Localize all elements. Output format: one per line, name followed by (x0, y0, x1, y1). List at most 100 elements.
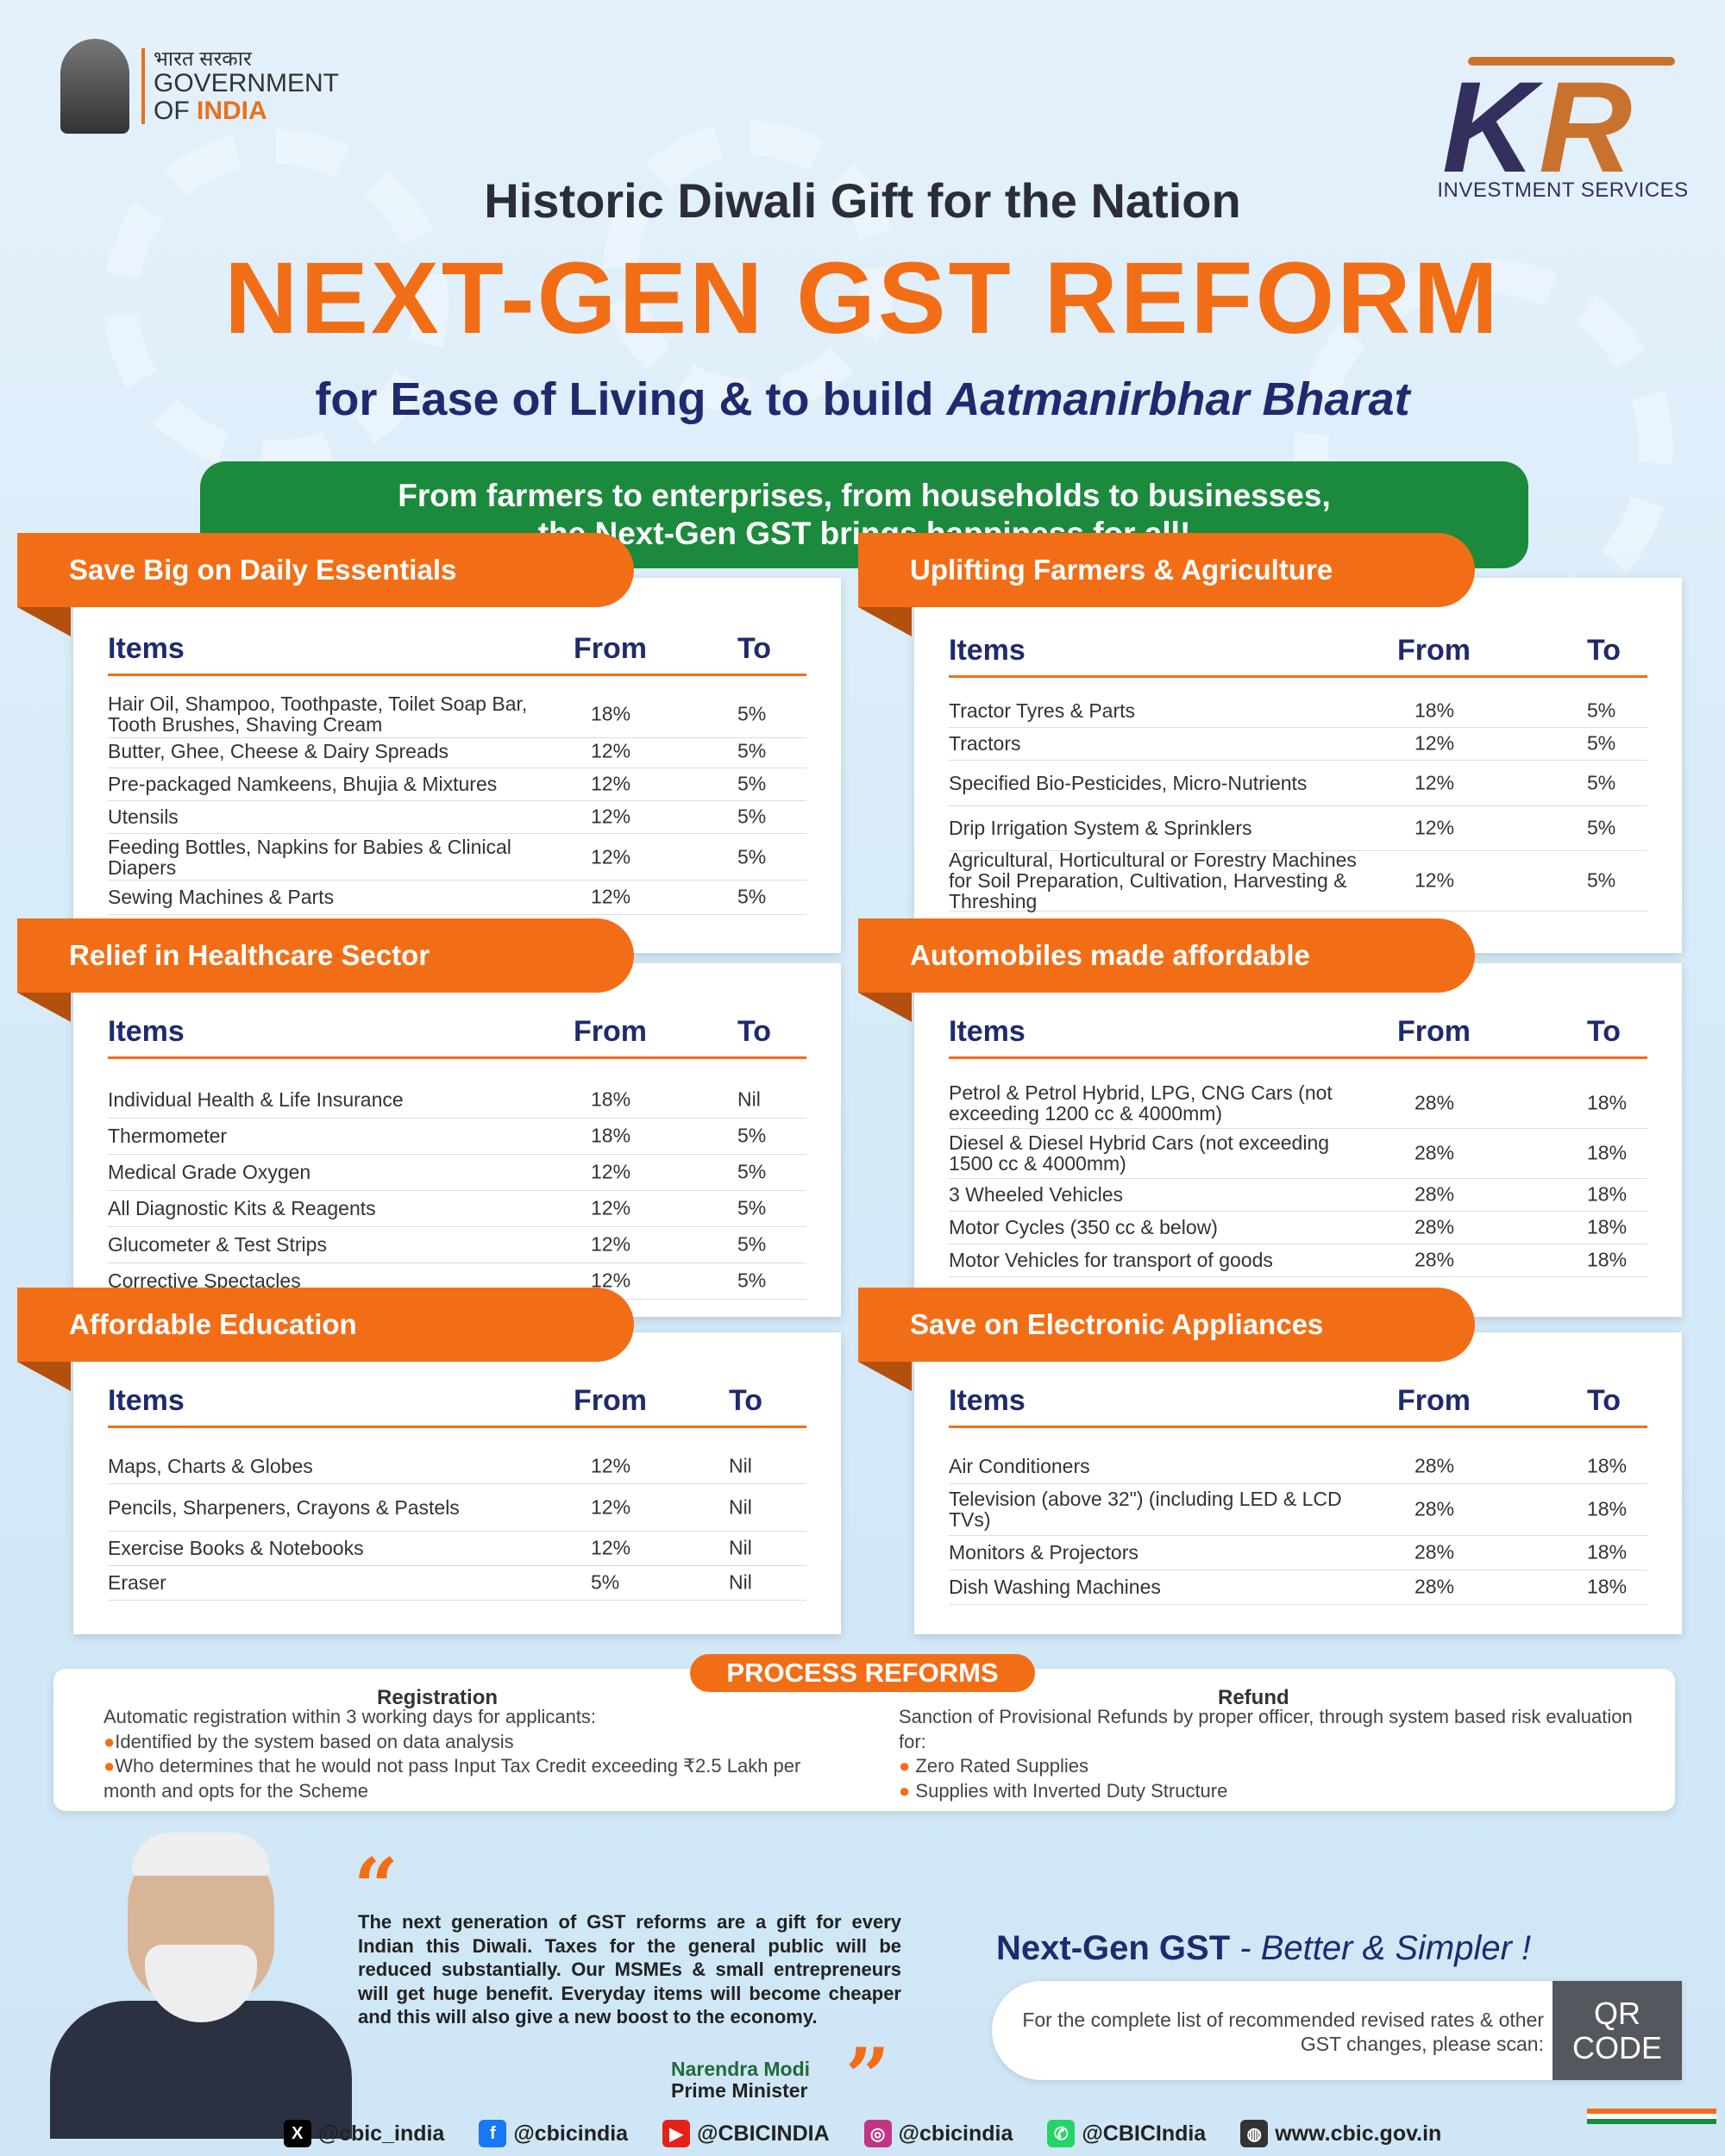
table-row: Maps, Charts & Globes 12% Nil (108, 1449, 806, 1484)
table-row: Medical Grade Oxygen 12% 5% (108, 1154, 806, 1191)
rate-to: 18% (1587, 1182, 1628, 1206)
rate-to: 5% (737, 885, 767, 908)
section-title: Save on Electronic Appliances (858, 1288, 1475, 1391)
item-name: Sewing Machines & Parts (108, 885, 335, 908)
item-name: Tractors (949, 731, 1021, 755)
item-name: Dish Washing Machines (949, 1575, 1161, 1598)
rate-to: 18% (1587, 1497, 1628, 1520)
rate-to: 5% (737, 739, 767, 762)
social-link[interactable]: ◍ www.cbic.gov.in (1240, 2120, 1441, 2147)
social-link[interactable]: ◎ @cbicindia (863, 2120, 1013, 2147)
rate-to: Nil (729, 1570, 752, 1594)
rate-to: Nil (729, 1495, 752, 1518)
gov-india: INDIA (197, 96, 267, 125)
social-link[interactable]: X @cbic_india (283, 2120, 444, 2147)
column-header-from: From (1397, 634, 1471, 667)
item-name: Television (above 32") (including LED & … (949, 1487, 1342, 1531)
item-name: Utensils (108, 805, 179, 828)
scan-text: For the complete list of recommended rev… (1022, 2009, 1544, 2055)
rate-to: 5% (737, 805, 767, 828)
rate-from: 12% (591, 885, 631, 908)
rate-from: 12% (1414, 816, 1455, 839)
rate-to: 5% (1587, 771, 1616, 794)
table-row: Thermometer 18% 5% (108, 1118, 806, 1155)
refund-bullet: Zero Rated Supplies (915, 1755, 1088, 1777)
rate-to: 5% (737, 772, 767, 795)
rate-from: 12% (591, 739, 631, 762)
rate-to: 5% (737, 1196, 767, 1219)
rate-to: 18% (1587, 1141, 1628, 1164)
rate-from: 18% (591, 1124, 631, 1147)
item-name: Agricultural, Horticultural or Forestry … (949, 848, 1357, 913)
scan-callout: For the complete list of recommended rev… (992, 1981, 1682, 2080)
table-row: Feeding Bottles, Napkins for Babies & Cl… (108, 835, 806, 881)
column-header-items: Items (108, 1384, 185, 1417)
kr-investment-logo: K R INVESTMENT SERVICES (1433, 53, 1692, 203)
registration-intro: Automatic registration within 3 working … (104, 1706, 597, 1727)
item-name: Petrol & Petrol Hybrid, LPG, CNG Cars (n… (949, 1081, 1333, 1125)
section-title: Relief in Healthcare Sector (17, 918, 634, 1022)
rate-to: 5% (737, 1232, 767, 1256)
facebook-icon: f (479, 2120, 507, 2147)
section-title: Automobiles made affordable (858, 918, 1475, 1022)
kr-logo-r: R (1539, 54, 1633, 199)
table-row: Diesel & Diesel Hybrid Cars (not exceedi… (949, 1128, 1647, 1179)
gov-line1: GOVERNMENT (154, 69, 340, 98)
subtitle: for Ease of Living & to build Aatmanirbh… (0, 373, 1725, 426)
rate-table-panel: Save on Electronic Appliances Items From To… (858, 1288, 1682, 1634)
rate-from: 28% (1414, 1248, 1455, 1271)
item-name: Monitors & Projectors (949, 1540, 1138, 1564)
table-header: Items From To (108, 1008, 806, 1059)
table-row: Television (above 32") (including LED & … (949, 1483, 1647, 1536)
item-name: All Diagnostic Kits & Reagents (108, 1196, 376, 1219)
item-name: Glucometer & Test Strips (108, 1232, 327, 1256)
rate-to: 18% (1587, 1215, 1628, 1238)
government-of-india-logo: भारत सरकार GOVERNMENT OF INDIA (60, 39, 339, 134)
rate-to: 5% (737, 702, 767, 724)
table-row: Motor Cycles (350 cc & below) 28% 18% (949, 1211, 1647, 1244)
table-row: Pre-packaged Namkeens, Bhujia & Mixtures… (108, 768, 806, 801)
rate-from: 18% (591, 1087, 631, 1111)
table-header: Items From To (108, 1377, 806, 1428)
rate-to: 18% (1587, 1248, 1628, 1271)
registration-text: Automatic registration within 3 working … (104, 1705, 819, 1803)
gov-of: OF (154, 96, 197, 125)
item-name: Pencils, Sharpeners, Crayons & Pastels (108, 1495, 460, 1519)
table-row: Tractors 12% 5% (949, 727, 1647, 761)
rate-from: 12% (591, 1160, 631, 1183)
column-header-to: To (737, 1015, 772, 1048)
rate-to: Nil (729, 1536, 752, 1559)
social-link[interactable]: ▶ @CBICINDIA (662, 2120, 830, 2147)
social-link[interactable]: f @cbicindia (479, 2120, 628, 2147)
pm-quote: The next generation of GST reforms are a… (358, 1911, 901, 2028)
rate-from: 12% (591, 845, 631, 868)
social-handle: @cbicindia (513, 2121, 629, 2146)
rate-to: 18% (1587, 1454, 1628, 1477)
x-icon: X (283, 2120, 311, 2147)
item-name: Air Conditioners (949, 1454, 1090, 1477)
rate-from: 18% (591, 702, 631, 724)
table-header: Items From To (949, 1377, 1647, 1428)
rate-from: 12% (591, 1536, 631, 1559)
qr-label: QR (1594, 1995, 1640, 2031)
item-name: Eraser (108, 1570, 166, 1594)
table-row: Tractor Tyres & Parts 18% 5% (949, 694, 1647, 728)
section-title: Save Big on Daily Essentials (17, 533, 634, 636)
qr-code[interactable]: QR CODE (1552, 1981, 1682, 2080)
rate-to: Nil (737, 1087, 761, 1111)
tagline-bold: Next-Gen GST (996, 1929, 1231, 1967)
national-emblem-icon (60, 39, 129, 134)
social-footer: X @cbic_india f @cbicindia ▶ @CBICINDIA ◎ @cbic… (0, 2111, 1725, 2156)
table-row: Eraser 5% Nil (108, 1565, 806, 1601)
table-row: Glucometer & Test Strips 12% 5% (108, 1226, 806, 1263)
rate-table-panel: Relief in Healthcare Sector Items From To In… (17, 918, 841, 1317)
item-name: Maps, Charts & Globes (108, 1454, 313, 1477)
social-link[interactable]: ✆ @CBICIndia (1047, 2120, 1206, 2147)
gov-hindi: भारत सरकार (154, 47, 252, 71)
rate-to: 5% (737, 1124, 767, 1147)
item-name: Individual Health & Life Insurance (108, 1087, 404, 1111)
column-header-from: From (574, 632, 647, 665)
table-row: Petrol & Petrol Hybrid, LPG, CNG Cars (n… (949, 1078, 1647, 1129)
process-reforms-tab: PROCESS REFORMS (690, 1654, 1035, 1692)
item-name: Motor Vehicles for transport of goods (949, 1248, 1273, 1271)
